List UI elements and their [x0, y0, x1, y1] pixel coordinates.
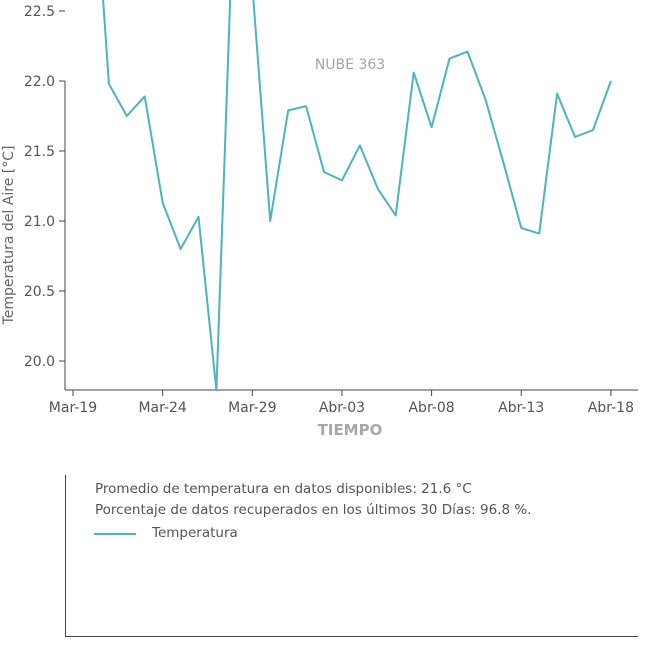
x-tick-label: Abr-18 [588, 400, 634, 416]
x-tick-label: Abr-08 [408, 400, 454, 416]
y-tick-label: 20.0 [24, 354, 55, 370]
legend-swatch [94, 533, 136, 535]
x-tick-label: Abr-13 [498, 400, 544, 416]
temperature-line-chart: NUBE 363 Temperatura del Aire [°C] TIEMP… [1, 0, 638, 439]
y-tick-label: 21.5 [24, 144, 55, 160]
average-temperature-text: Promedio de temperatura en datos disponi… [95, 481, 472, 497]
series-line-temperatura [102, 0, 612, 392]
y-tick-label: 20.5 [24, 284, 55, 300]
x-tick-label: Mar-29 [228, 400, 276, 416]
x-axis-ticks: Mar-19 Mar-24 Mar-29 Abr-03 Abr-08 Abr-13 Abr-… [49, 390, 634, 416]
y-tick-label: 22.0 [24, 74, 55, 90]
x-tick-label: Abr-03 [319, 400, 365, 416]
y-axis-ticks: 20.020.521.021.522.022.523.023.524.0 [24, 4, 65, 370]
data-recovery-text: Porcentaje de datos recuperados en los ú… [95, 502, 532, 518]
x-axis-label: TIEMPO [318, 421, 383, 439]
info-panel: Promedio de temperatura en datos disponi… [65, 475, 638, 637]
x-tick-label: Mar-24 [138, 400, 186, 416]
legend-label: Temperatura [152, 525, 238, 541]
series-group [102, 0, 612, 392]
y-tick-label: 21.0 [24, 214, 55, 230]
chart-title: NUBE 363 [315, 57, 385, 73]
x-tick-label: Mar-19 [49, 400, 97, 416]
y-axis-label: Temperatura del Aire [°C] [1, 146, 17, 326]
y-tick-label: 22.5 [24, 4, 55, 20]
